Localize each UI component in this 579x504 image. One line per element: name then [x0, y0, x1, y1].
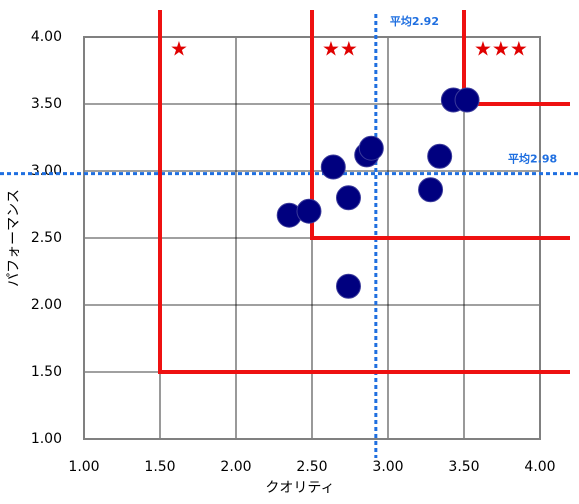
point — [296, 198, 322, 224]
y-tick-label: 3.50 — [31, 96, 62, 112]
x-tick-label: 3.00 — [372, 459, 403, 475]
x-average-label: 平均2.92 — [390, 14, 439, 28]
y-tick-label: 1.00 — [31, 431, 62, 447]
y-average-label: 平均2.98 — [508, 152, 557, 166]
point — [320, 154, 346, 180]
x-tick-label: 2.00 — [220, 459, 251, 475]
x-tick-label: 3.50 — [448, 459, 479, 475]
point — [454, 87, 480, 113]
x-tick-label: 1.50 — [144, 459, 175, 475]
point — [427, 143, 453, 169]
y-tick-label: 1.50 — [31, 364, 62, 380]
region-stars: ★★★ — [474, 37, 528, 61]
point — [418, 177, 444, 203]
region-boundary — [158, 10, 570, 374]
y-tick-label: 3.00 — [31, 163, 62, 179]
point — [358, 135, 384, 161]
y-axis-label: パフォーマンス — [6, 189, 22, 287]
x-tick-label: 4.00 — [524, 459, 555, 475]
y-tick-label: 4.00 — [31, 29, 62, 45]
x-tick-label: 2.50 — [296, 459, 327, 475]
y-tick-label: 2.50 — [31, 230, 62, 246]
point — [335, 185, 361, 211]
region-stars: ★ — [170, 37, 188, 61]
x-tick-label: 1.00 — [68, 459, 99, 475]
point — [335, 273, 361, 299]
x-axis-label: クオリティ — [265, 480, 334, 496]
y-tick-label: 2.00 — [31, 297, 62, 313]
region-stars: ★★ — [322, 37, 358, 61]
region-boundary — [310, 10, 570, 240]
